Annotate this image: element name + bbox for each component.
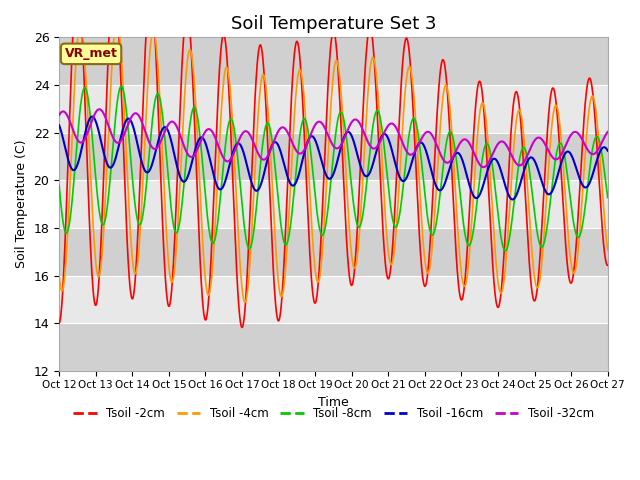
- Legend: Tsoil -2cm, Tsoil -4cm, Tsoil -8cm, Tsoil -16cm, Tsoil -32cm: Tsoil -2cm, Tsoil -4cm, Tsoil -8cm, Tsoi…: [68, 402, 598, 425]
- Tsoil -4cm: [177, 168, 184, 173]
- Bar: [59, 323, 608, 371]
- Tsoil -2cm: [419, 270, 426, 276]
- Bar: [59, 228, 608, 276]
- Tsoil -8cm: [271, 161, 278, 167]
- Tsoil -32cm: [177, 133, 184, 139]
- Tsoil -16cm: [284, 175, 292, 181]
- Tsoil -8cm: [177, 213, 184, 218]
- Tsoil -8cm: [117, 83, 125, 89]
- Title: Soil Temperature Set 3: Soil Temperature Set 3: [230, 15, 436, 33]
- Tsoil -32cm: [55, 112, 63, 118]
- Y-axis label: Soil Temperature (C): Soil Temperature (C): [15, 140, 28, 268]
- Bar: [59, 37, 608, 85]
- Tsoil -32cm: [604, 129, 612, 135]
- Tsoil -8cm: [284, 237, 292, 243]
- Tsoil -4cm: [419, 226, 426, 232]
- Tsoil -16cm: [556, 165, 564, 171]
- Tsoil -32cm: [271, 136, 278, 142]
- Tsoil -2cm: [509, 110, 516, 116]
- Tsoil -4cm: [556, 120, 564, 126]
- Tsoil -8cm: [501, 248, 509, 253]
- Tsoil -2cm: [604, 263, 612, 268]
- Line: Tsoil -4cm: Tsoil -4cm: [59, 22, 608, 302]
- Bar: [59, 276, 608, 323]
- Tsoil -4cm: [604, 247, 612, 252]
- Tsoil -16cm: [177, 175, 184, 181]
- Tsoil -16cm: [88, 114, 96, 120]
- Tsoil -8cm: [556, 141, 564, 146]
- Tsoil -2cm: [55, 320, 63, 326]
- Tsoil -16cm: [271, 139, 278, 145]
- Tsoil -4cm: [113, 19, 121, 24]
- Tsoil -32cm: [556, 154, 564, 160]
- Bar: [59, 180, 608, 228]
- Tsoil -4cm: [509, 162, 516, 168]
- Bar: [59, 85, 608, 132]
- Line: Tsoil -32cm: Tsoil -32cm: [59, 109, 608, 167]
- Line: Tsoil -2cm: Tsoil -2cm: [59, 0, 608, 327]
- Tsoil -2cm: [238, 324, 246, 330]
- Tsoil -32cm: [479, 164, 487, 170]
- Tsoil -4cm: [285, 221, 292, 227]
- Line: Tsoil -16cm: Tsoil -16cm: [59, 117, 608, 200]
- Line: Tsoil -8cm: Tsoil -8cm: [59, 86, 608, 251]
- Tsoil -4cm: [241, 300, 249, 305]
- Tsoil -32cm: [284, 131, 292, 136]
- Tsoil -8cm: [509, 214, 516, 219]
- Tsoil -16cm: [604, 148, 612, 154]
- Tsoil -16cm: [509, 197, 516, 203]
- Tsoil -16cm: [418, 140, 426, 146]
- Tsoil -8cm: [604, 195, 612, 201]
- Tsoil -16cm: [508, 196, 516, 202]
- Tsoil -2cm: [271, 296, 279, 301]
- Tsoil -4cm: [271, 235, 279, 241]
- Text: VR_met: VR_met: [65, 48, 118, 60]
- Tsoil -32cm: [509, 154, 516, 160]
- Tsoil -8cm: [418, 162, 426, 168]
- Tsoil -16cm: [55, 122, 63, 128]
- Bar: [59, 132, 608, 180]
- Tsoil -8cm: [55, 183, 63, 189]
- X-axis label: Time: Time: [318, 396, 349, 409]
- Tsoil -2cm: [285, 159, 292, 165]
- Tsoil -32cm: [418, 135, 426, 141]
- Tsoil -2cm: [556, 146, 564, 152]
- Tsoil -2cm: [177, 90, 184, 96]
- Tsoil -4cm: [55, 273, 63, 279]
- Tsoil -32cm: [95, 107, 103, 112]
